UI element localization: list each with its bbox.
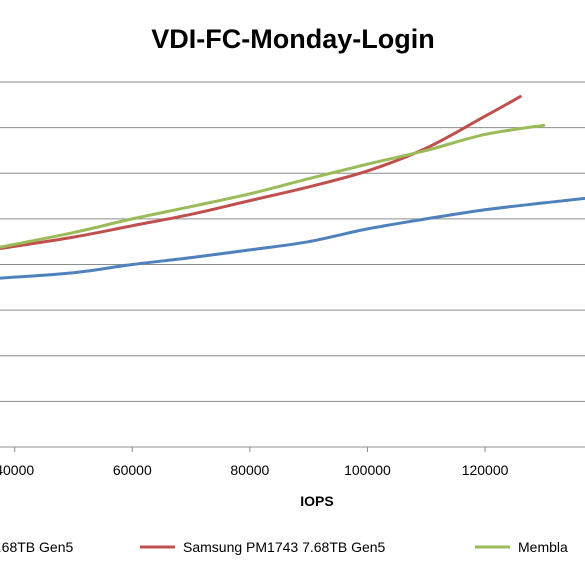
series-line-1 — [0, 196, 585, 280]
gridlines — [0, 81, 585, 448]
chart-title: VDI-FC-Monday-Login — [151, 24, 434, 54]
legend-label: Membla — [518, 539, 568, 555]
x-tick-label: 40000 — [0, 462, 34, 478]
x-axis-label: IOPS — [300, 493, 333, 509]
legend-label: 7.68TB Gen5 — [0, 539, 73, 555]
x-tick-label: 80000 — [230, 462, 269, 478]
series-lines — [0, 95, 585, 280]
series-line-3 — [0, 123, 546, 249]
series-line-2 — [0, 95, 522, 251]
x-axis-ticks: 40000 60000 80000 100000 120000 — [0, 447, 509, 478]
x-tick-label: 120000 — [462, 462, 509, 478]
x-tick-label: 60000 — [113, 462, 152, 478]
legend: 7.68TB Gen5 Samsung PM1743 7.68TB Gen5 Mem… — [0, 539, 568, 555]
legend-label: Samsung PM1743 7.68TB Gen5 — [183, 539, 386, 555]
x-tick-label: 100000 — [344, 462, 391, 478]
